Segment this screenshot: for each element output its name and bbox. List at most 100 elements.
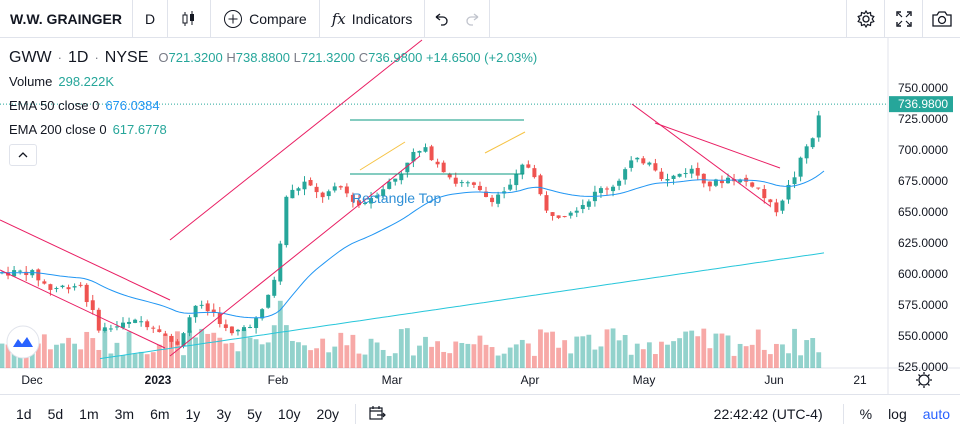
volume-bar xyxy=(356,353,362,368)
auto-toggle[interactable]: auto xyxy=(922,406,950,422)
candle-body xyxy=(66,287,71,290)
range-1d[interactable]: 1d xyxy=(16,406,32,422)
logo-badge[interactable] xyxy=(6,325,40,359)
candle-body xyxy=(738,179,743,183)
chart-type-button[interactable] xyxy=(168,0,212,38)
pattern-line[interactable] xyxy=(359,141,406,171)
symbol-search[interactable]: W.W. GRAINGER xyxy=(0,0,133,38)
rectangle-top-label[interactable]: Rectangle Top xyxy=(352,190,441,206)
volume-bar xyxy=(634,343,640,368)
range-6m[interactable]: 6m xyxy=(150,406,170,422)
candle-body xyxy=(139,321,144,323)
range-5y[interactable]: 5y xyxy=(247,406,262,422)
trendline[interactable] xyxy=(0,269,166,349)
time-tick-label: 21 xyxy=(853,373,867,387)
range-5d[interactable]: 5d xyxy=(47,406,64,422)
candle-body xyxy=(750,182,755,187)
trendline[interactable] xyxy=(169,39,423,241)
undo-button[interactable] xyxy=(425,0,457,38)
compare-label: Compare xyxy=(249,10,307,27)
indicators-button[interactable]: fx Indicators xyxy=(320,0,426,38)
redo-icon xyxy=(466,12,479,26)
candle-body xyxy=(804,146,809,159)
range-1m[interactable]: 1m xyxy=(79,406,99,422)
volume-bar xyxy=(302,345,307,368)
legend-ema200-row[interactable]: EMA 200 close 0 617.6778 xyxy=(9,118,537,142)
pattern-line[interactable] xyxy=(484,131,526,154)
legend-collapse-button[interactable] xyxy=(9,144,37,166)
volume-bar xyxy=(761,349,767,368)
trendline[interactable] xyxy=(631,103,771,207)
candle-body xyxy=(332,186,337,191)
chevron-up-icon xyxy=(18,152,28,158)
candle-body xyxy=(235,329,240,332)
volume-bar xyxy=(193,337,198,368)
volume-bar xyxy=(290,340,295,368)
clock[interactable]: 22:42:42 (UTC-4) xyxy=(713,406,823,422)
chart-area[interactable]: Rectangle Top 750.0000 725.0000 700.0000 67… xyxy=(0,38,960,394)
candle-body xyxy=(786,184,791,200)
volume-bar xyxy=(495,355,501,368)
volume-bar xyxy=(525,343,531,368)
chart-legend: GWW · 1D · NYSE O721.3200 H738.8800 L721… xyxy=(9,46,537,166)
volume-bar xyxy=(683,331,689,368)
candle-body xyxy=(223,324,228,328)
date-range-button[interactable] xyxy=(364,404,390,425)
redo-button[interactable] xyxy=(457,0,491,38)
volume-bar xyxy=(483,344,489,368)
volume-bar xyxy=(156,344,162,368)
volume-bar xyxy=(211,332,217,368)
candle-body xyxy=(768,199,773,203)
volume-bar xyxy=(181,355,186,368)
trendline[interactable] xyxy=(169,155,421,357)
range-3m[interactable]: 3m xyxy=(114,406,135,422)
candle-body xyxy=(598,188,603,193)
volume-bar xyxy=(241,329,247,368)
screenshot-button[interactable] xyxy=(922,0,960,38)
range-1y[interactable]: 1y xyxy=(185,406,201,422)
log-toggle[interactable]: log xyxy=(888,406,907,422)
volume-bar xyxy=(326,352,332,368)
volume-bar xyxy=(810,338,816,368)
range-20y[interactable]: 20y xyxy=(316,406,340,422)
axis-settings-button[interactable] xyxy=(916,372,932,388)
volume-bar xyxy=(628,354,634,368)
candle-body xyxy=(671,175,676,179)
volume-bar xyxy=(320,338,326,368)
legend-volume-row[interactable]: Volume 298.222K xyxy=(9,70,537,94)
candle-body xyxy=(611,186,616,192)
candle-body xyxy=(181,333,186,347)
trendline[interactable] xyxy=(0,219,171,301)
volume-bar xyxy=(592,349,598,368)
trendline[interactable] xyxy=(654,122,781,169)
candle-body xyxy=(423,147,428,152)
settings-button[interactable] xyxy=(846,0,884,38)
volume-bar xyxy=(556,347,561,368)
compare-button[interactable]: Compare xyxy=(211,0,320,38)
range-10y[interactable]: 10y xyxy=(277,406,301,422)
percent-toggle[interactable]: % xyxy=(859,406,873,422)
last-price-label: 736.9800 xyxy=(898,97,948,111)
volume-bar xyxy=(398,329,404,368)
candle-body xyxy=(102,327,107,331)
volume-bar xyxy=(187,330,192,368)
volume-bar xyxy=(199,328,205,368)
candle-body xyxy=(266,294,271,308)
volume-bar xyxy=(277,300,283,368)
time-tick-label: Apr xyxy=(521,373,540,387)
legend-ema50-row[interactable]: EMA 50 close 0 676.0384 xyxy=(9,94,537,118)
candle-body xyxy=(187,317,192,333)
plus-circle-icon xyxy=(224,9,243,28)
volume-bar xyxy=(780,344,785,368)
interval-selector[interactable]: D xyxy=(133,0,169,38)
price-chart[interactable]: Rectangle Top 750.0000 725.0000 700.0000 67… xyxy=(0,38,960,394)
candle-body xyxy=(12,270,17,277)
volume-bar xyxy=(755,329,761,368)
volume-bar xyxy=(562,340,568,368)
range-3y[interactable]: 3y xyxy=(216,406,232,422)
volume-bar xyxy=(519,339,525,368)
candle-body xyxy=(78,284,83,286)
candle-body xyxy=(254,318,259,329)
candle-body xyxy=(532,168,537,178)
fullscreen-button[interactable] xyxy=(884,0,922,38)
